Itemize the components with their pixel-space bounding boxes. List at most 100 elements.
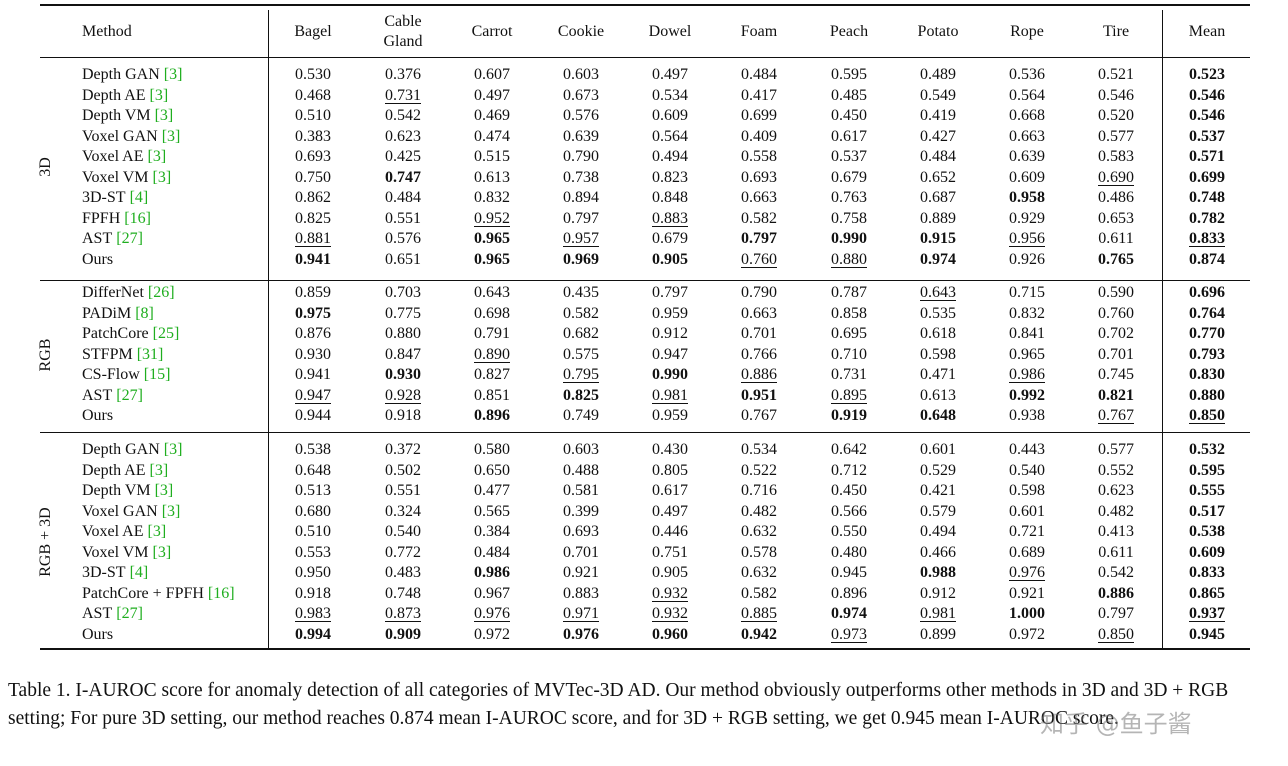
value-cell: 0.750 — [295, 168, 331, 186]
value-cell: 0.609 — [652, 107, 688, 124]
value-cell: 0.974 — [831, 605, 867, 622]
value-cell: 0.990 — [831, 230, 867, 247]
value-cell: 0.716 — [741, 482, 777, 499]
value-cell: 0.642 — [831, 441, 867, 458]
value-cell: 0.582 — [741, 209, 777, 227]
value-cell: 0.446 — [652, 523, 688, 540]
value-cell: 0.530 — [295, 66, 331, 83]
value-cell: 0.483 — [385, 564, 421, 581]
value-cell: 0.598 — [920, 345, 956, 363]
value-cell: 0.679 — [831, 168, 867, 186]
value-cell: 0.921 — [1009, 584, 1045, 602]
value-cell: 0.679 — [652, 230, 688, 247]
value-cell: 0.576 — [385, 230, 421, 247]
method-cell: Depth GAN [3] — [82, 65, 182, 85]
value-cell: 0.653 — [1098, 209, 1134, 227]
value-cell: 0.513 — [295, 482, 331, 499]
value-cell: 0.494 — [652, 148, 688, 165]
value-cell: 0.689 — [1009, 543, 1045, 561]
value-cell: 1.000 — [1009, 605, 1045, 622]
citation: [26] — [147, 284, 175, 301]
value-cell: 0.577 — [1098, 441, 1134, 458]
value-cell: 0.425 — [385, 148, 421, 165]
value-cell: 0.571 — [1189, 148, 1225, 165]
value-cell: 0.480 — [831, 543, 867, 561]
value-cell: 0.488 — [563, 461, 599, 479]
value-cell: 0.937 — [1189, 605, 1225, 622]
value-cell: 0.497 — [474, 86, 510, 104]
value-cell: 0.613 — [474, 168, 510, 186]
citation: [31] — [136, 345, 164, 363]
method-cell: Ours — [82, 625, 113, 645]
value-cell: 0.384 — [474, 523, 510, 540]
group-rule — [40, 280, 1250, 281]
header-cell: Cookie — [557, 23, 605, 40]
method-cell: Voxel AE [3] — [82, 147, 166, 167]
value-cell: 0.538 — [1189, 523, 1225, 540]
value-cell: 0.880 — [385, 325, 421, 342]
value-cell: 0.951 — [741, 386, 777, 404]
value-cell: 0.986 — [1009, 366, 1045, 383]
value-cell: 0.537 — [831, 148, 867, 165]
value-cell: 0.905 — [652, 250, 688, 268]
value-cell: 0.942 — [741, 625, 777, 643]
value-cell: 0.595 — [831, 66, 867, 83]
value-cell: 0.523 — [1189, 66, 1225, 83]
citation: [16] — [124, 209, 151, 227]
value-cell: 0.975 — [295, 304, 331, 322]
method-name: Voxel VM — [82, 543, 149, 561]
value-cell: 0.976 — [1009, 564, 1045, 581]
value-cell: 0.489 — [920, 66, 956, 83]
value-cell: 0.680 — [295, 502, 331, 520]
value-cell: 0.876 — [295, 325, 331, 342]
value-cell: 0.421 — [920, 482, 956, 499]
value-cell: 0.550 — [831, 523, 867, 540]
value-cell: 0.577 — [1098, 127, 1134, 145]
value-cell: 0.782 — [1189, 209, 1225, 227]
value-cell: 0.690 — [1098, 168, 1134, 186]
value-cell: 0.546 — [1189, 107, 1225, 124]
citation: [3] — [163, 441, 183, 458]
value-cell: 0.538 — [295, 441, 331, 458]
value-cell: 0.886 — [1098, 584, 1134, 602]
value-cell: 0.721 — [1009, 523, 1045, 540]
method-name: Depth AE — [82, 461, 146, 479]
value-cell: 0.994 — [295, 625, 331, 643]
method-cell: AST [27] — [82, 604, 143, 624]
value-cell: 0.383 — [295, 127, 331, 145]
method-name: Depth AE — [82, 86, 146, 104]
citation: [4] — [129, 189, 149, 206]
value-cell: 0.687 — [920, 189, 956, 206]
value-cell: 0.575 — [563, 345, 599, 363]
value-cell: 0.851 — [474, 386, 510, 404]
value-cell: 0.583 — [1098, 148, 1134, 165]
value-cell: 0.582 — [563, 304, 599, 322]
citation: [27] — [116, 230, 143, 247]
value-cell: 0.938 — [1009, 407, 1045, 424]
value-cell: 0.992 — [1009, 386, 1045, 404]
header-cell: Carrot — [471, 23, 513, 40]
value-cell: 0.484 — [741, 66, 777, 83]
value-cell: 0.482 — [741, 502, 777, 520]
value-cell: 0.883 — [652, 209, 688, 227]
value-cell: 0.485 — [831, 86, 867, 104]
value-cell: 0.899 — [920, 625, 956, 643]
method-name: Voxel VM — [82, 168, 149, 186]
value-cell: 0.632 — [741, 523, 777, 540]
citation: [15] — [143, 366, 171, 383]
method-name: Depth VM — [82, 107, 151, 124]
value-cell: 0.663 — [741, 189, 777, 206]
value-cell: 0.850 — [1098, 625, 1134, 643]
value-cell: 0.895 — [831, 386, 867, 404]
value-cell: 0.760 — [1098, 304, 1134, 322]
method-name: Voxel AE — [82, 148, 144, 165]
citation: [3] — [152, 543, 172, 561]
method-name: Voxel AE — [82, 523, 144, 540]
value-cell: 0.957 — [563, 230, 599, 247]
value-cell: 0.551 — [385, 209, 421, 227]
value-cell: 0.474 — [474, 127, 510, 145]
value-cell: 0.790 — [741, 284, 777, 301]
value-cell: 0.617 — [652, 482, 688, 499]
value-cell: 0.450 — [831, 107, 867, 124]
